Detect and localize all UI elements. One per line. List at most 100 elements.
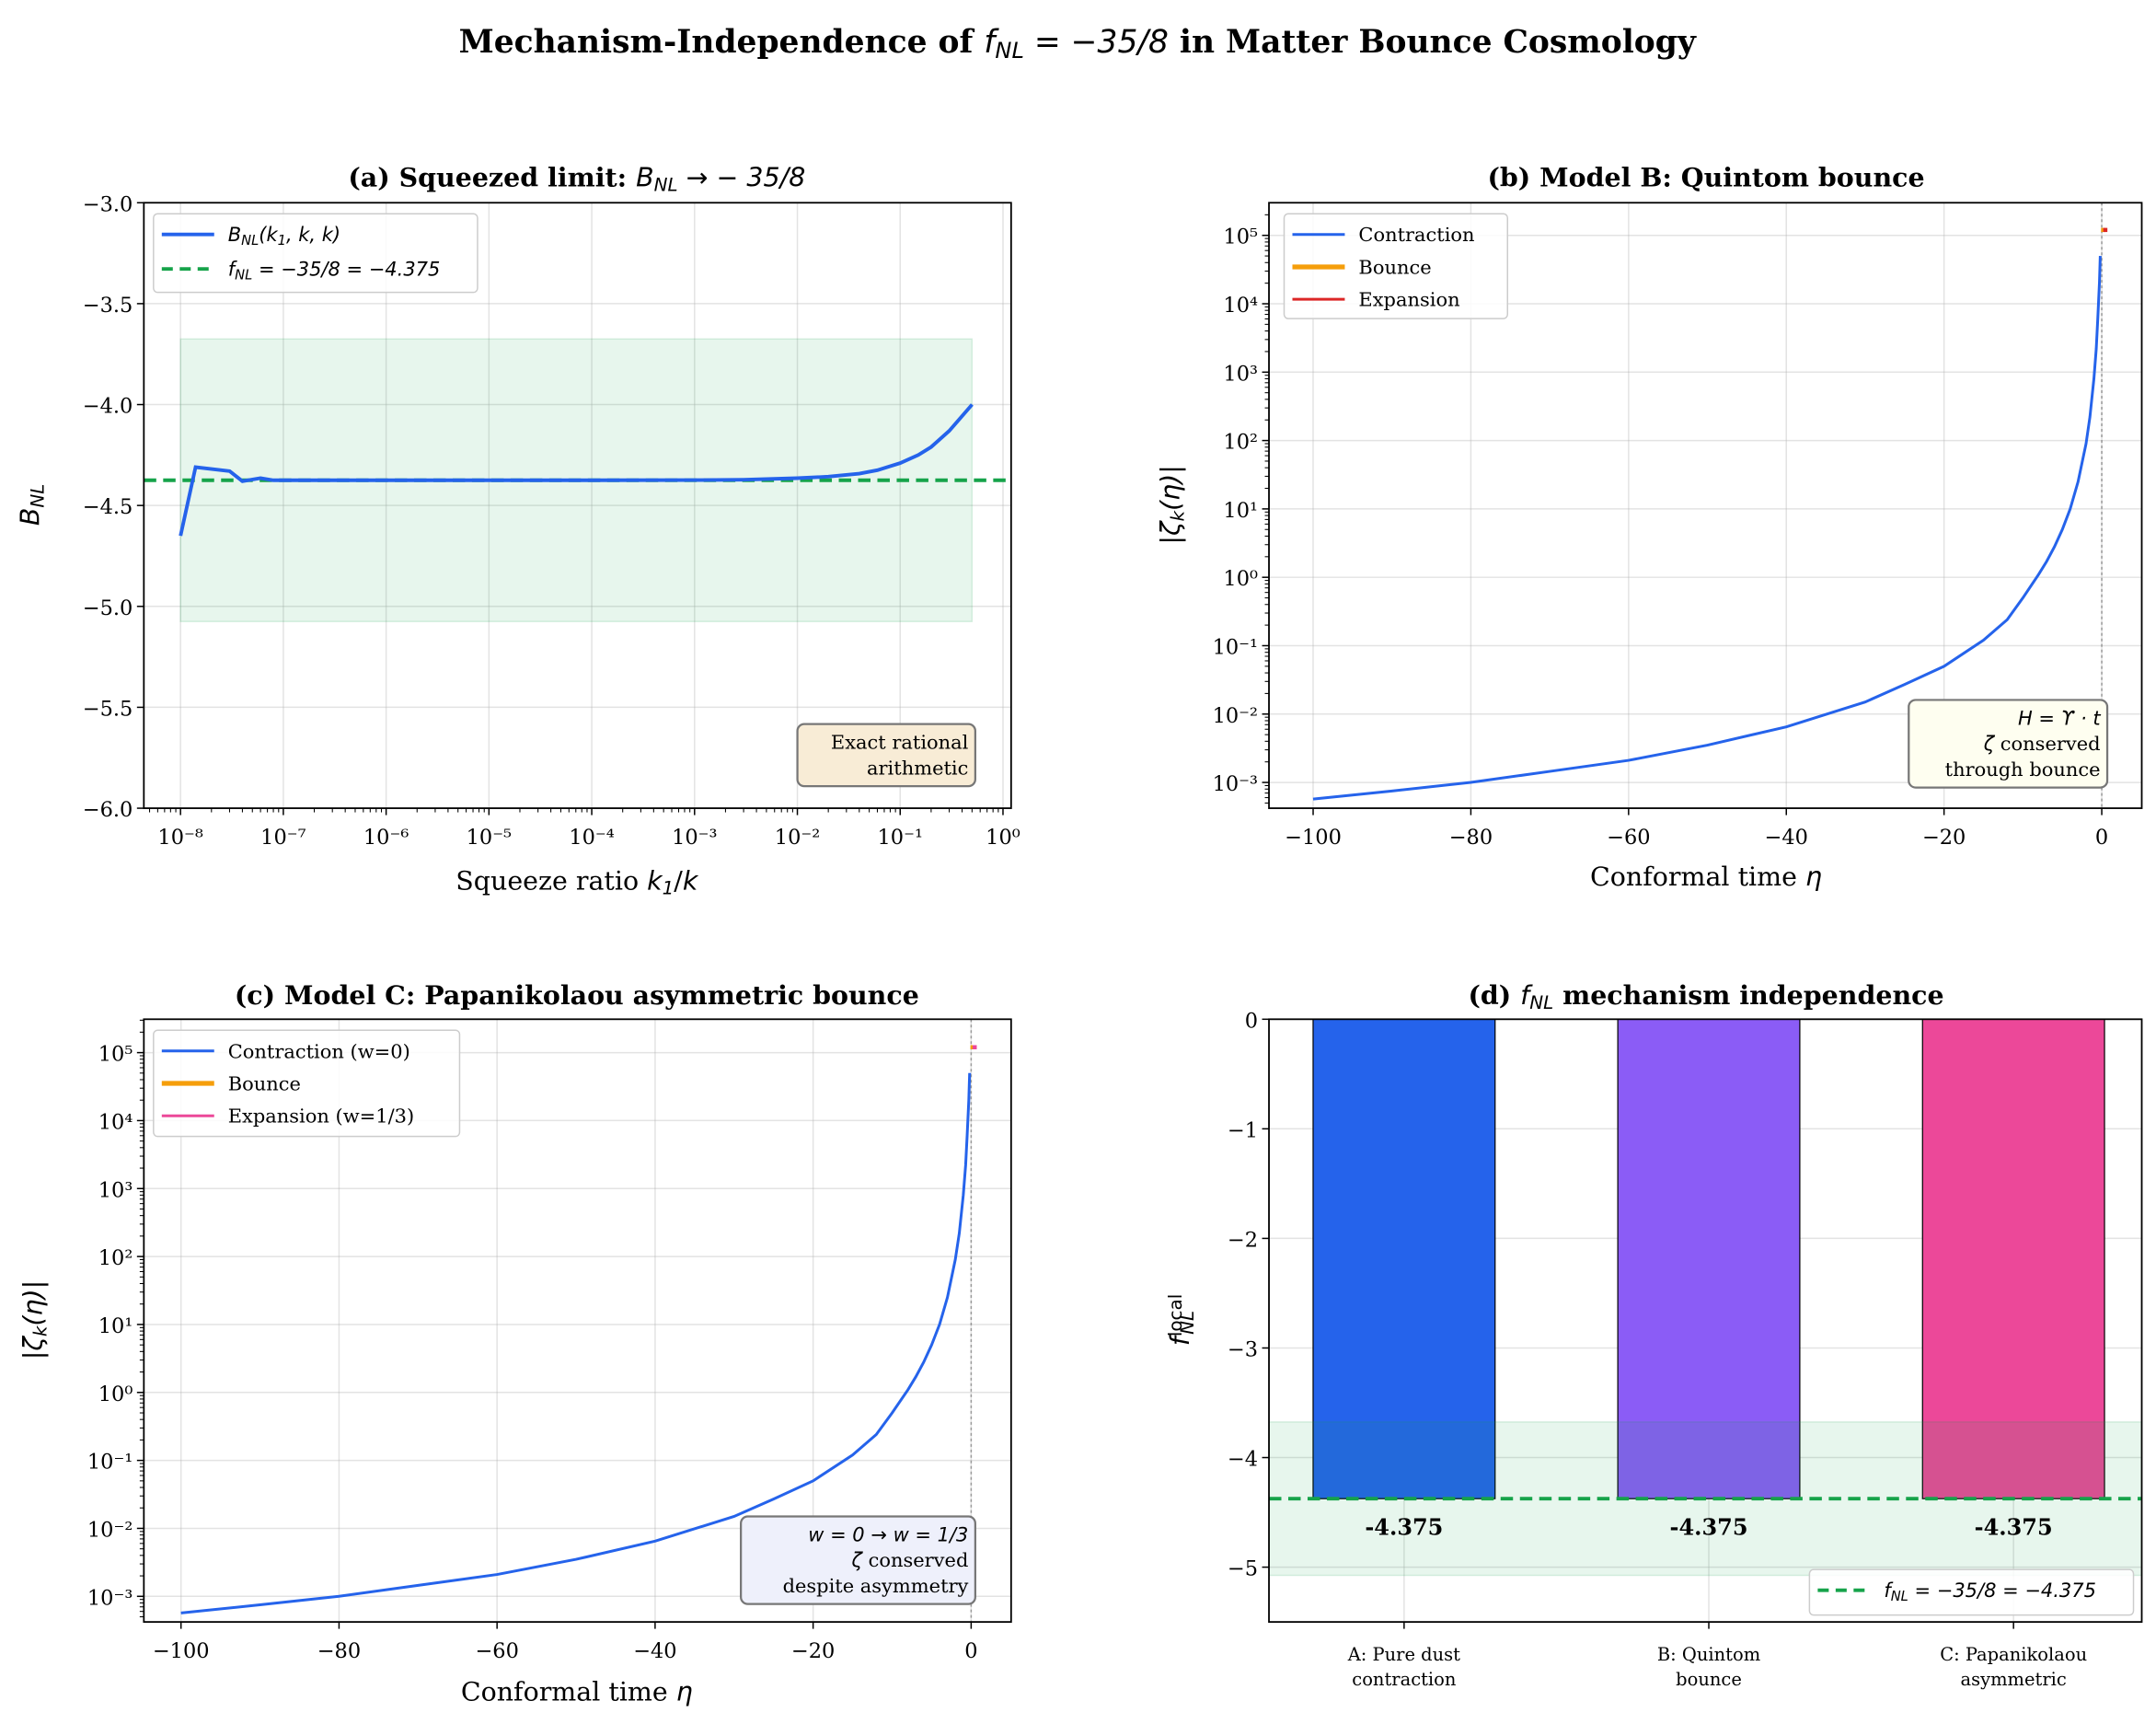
tick-label: 10⁰ xyxy=(1223,567,1258,591)
annotation-text: despite asymmetry xyxy=(783,1575,969,1597)
text-segment: w xyxy=(894,1523,910,1545)
y-axis-label: BNL xyxy=(15,484,48,526)
text-segment: = −35/8 = −4.375 xyxy=(252,259,440,281)
tick-label: −60 xyxy=(1607,826,1650,850)
annotation-background xyxy=(796,723,976,788)
tick-label: 0 xyxy=(964,1639,977,1663)
text-segment: Expansion xyxy=(1358,289,1459,311)
text-segment: B xyxy=(228,224,241,246)
tick-label: 10¹ xyxy=(98,1314,133,1338)
tick-label: 10⁻⁵ xyxy=(467,826,512,850)
category-label: A: Pure dust xyxy=(1347,1644,1460,1665)
series-point xyxy=(972,1045,977,1049)
text-segment: f xyxy=(1165,1333,1195,1346)
text-segment: = ϒ · xyxy=(2033,707,2093,729)
tick-label: −1 xyxy=(1228,1118,1258,1142)
bar xyxy=(1312,1019,1496,1499)
text-segment: Conformal time xyxy=(461,1677,676,1707)
bar xyxy=(1617,1019,1801,1499)
tick-label: −40 xyxy=(633,1639,676,1663)
series-line xyxy=(180,1072,972,1614)
text-segment: Bounce xyxy=(1358,256,1431,278)
category-label: B: Quintom xyxy=(1657,1644,1760,1665)
category-label: bounce xyxy=(1676,1669,1742,1690)
annotation-text: H = ϒ · t xyxy=(2018,707,2101,729)
tick-label: −100 xyxy=(1285,826,1342,850)
annotation-text: Exact rational xyxy=(831,732,969,754)
tick-label: −4.5 xyxy=(83,495,133,519)
axes-frame xyxy=(1268,202,2143,809)
legend-label: Expansion (w=1/3) xyxy=(228,1105,414,1128)
text-segment: 1 xyxy=(278,233,286,249)
annotation-box: H = ϒ · t ζ conserved through bounce xyxy=(1908,699,2109,789)
text-segment: / xyxy=(674,865,683,896)
series-point xyxy=(2103,227,2108,233)
legend: Contraction Bounce Expansion xyxy=(1283,213,1509,319)
text-segment: ζ xyxy=(851,1549,864,1571)
legend-label: fNL = −35/8 = −4.375 xyxy=(228,259,441,283)
text-segment: (c) Model C: Papanikolaou asymmetric bou… xyxy=(235,979,919,1011)
plot-area: -4.375 -4.375 -4.375 xyxy=(1269,1019,2142,1623)
annotation-text: arithmetic xyxy=(867,757,968,779)
text-segment: in Matter Bounce Cosmology xyxy=(1169,24,1697,61)
tick-label: −80 xyxy=(1449,826,1493,850)
text-segment: Contraction xyxy=(1358,224,1474,246)
text-segment: (d) xyxy=(1468,979,1520,1011)
series-line xyxy=(1312,256,2102,801)
tick-label: −5 xyxy=(1228,1557,1258,1581)
category-label: asymmetric xyxy=(1961,1669,2067,1690)
annotation-text: through bounce xyxy=(1945,758,2101,781)
text-segment: ζ xyxy=(1983,733,1996,755)
tick-label: 10⁰ xyxy=(986,826,1020,850)
tick-label: 10⁻³ xyxy=(672,826,717,850)
category-label: C: Papanikolaou xyxy=(1940,1644,2087,1665)
text-segment: conserved xyxy=(862,1549,968,1571)
tick-label: −5.5 xyxy=(83,697,133,721)
text-segment: k xyxy=(683,865,699,896)
axes-frame xyxy=(1268,1018,2143,1624)
tick-label: 10⁻¹ xyxy=(878,826,923,850)
tick-label: 0 xyxy=(1245,1009,1258,1033)
text-segment: (k xyxy=(259,224,278,246)
legend-label: BNL(k1, k, k) xyxy=(228,224,340,249)
legend-label: Bounce xyxy=(1358,256,1431,278)
legend: BNL(k1, k, k) fNL = −35/8 = −4.375 xyxy=(153,213,478,294)
text-segment: Bounce xyxy=(228,1072,301,1094)
bar-data-label: -4.375 xyxy=(1365,1513,1443,1540)
tick-label: −3.0 xyxy=(83,192,133,216)
tick-label: 10⁻⁷ xyxy=(260,826,306,850)
tick-label: −20 xyxy=(791,1639,835,1663)
legend: fNL = −35/8 = −4.375 xyxy=(1808,1568,2135,1616)
text-segment: despite asymmetry xyxy=(783,1575,969,1597)
annotation-text: w = 0 → w = 1/3 xyxy=(808,1523,968,1545)
tick-label: 10⁻² xyxy=(87,1518,133,1542)
text-segment: NL xyxy=(995,38,1023,64)
text-segment: |ζ xyxy=(17,1336,48,1360)
text-segment: |ζ xyxy=(1156,520,1186,545)
x-axis-label: Conformal time η xyxy=(461,1677,693,1707)
text-segment: NL xyxy=(27,484,48,508)
tick-label: 10⁻³ xyxy=(1213,772,1258,796)
tick-label: −40 xyxy=(1765,826,1808,850)
bar-data-label: -4.375 xyxy=(1670,1513,1748,1540)
panel-c: −100 −80 −60 −40 −20 0 10⁻³ 10⁻² 10⁻¹ 10⁰ 10¹ 10² 10… xyxy=(17,979,1012,1707)
tick-label: −3 xyxy=(1228,1337,1258,1361)
tick-label: 10⁻⁸ xyxy=(157,826,202,850)
tick-label: −20 xyxy=(1922,826,1966,850)
tick-label: −6.0 xyxy=(83,798,133,822)
panel-a: 10⁻⁸ 10⁻⁷ 10⁻⁶ 10⁻⁵ 10⁻⁴ 10⁻³ 10⁻² 10⁻¹ 10⁰ −6.0 −… xyxy=(15,161,1020,898)
text-segment: = −35/8 = −4.375 xyxy=(1908,1579,2096,1602)
text-segment: k xyxy=(1168,510,1189,522)
text-segment: H xyxy=(2018,707,2033,729)
tick-label: −4.0 xyxy=(83,395,133,419)
x-axis-label: Conformal time η xyxy=(1590,862,1822,892)
text-segment: mechanism independence xyxy=(1553,979,1943,1011)
annotation-box: w = 0 → w = 1/3 ζ conserved despite asymme… xyxy=(740,1515,976,1605)
tick-label: −3.5 xyxy=(83,294,133,318)
tick-label: −60 xyxy=(475,1639,518,1663)
tick-label: 10⁴ xyxy=(98,1110,133,1134)
tick-label: 10⁵ xyxy=(98,1043,133,1067)
panel-title: (c) Model C: Papanikolaou asymmetric bou… xyxy=(235,979,919,1011)
text-segment: Squeeze ratio xyxy=(455,865,647,896)
